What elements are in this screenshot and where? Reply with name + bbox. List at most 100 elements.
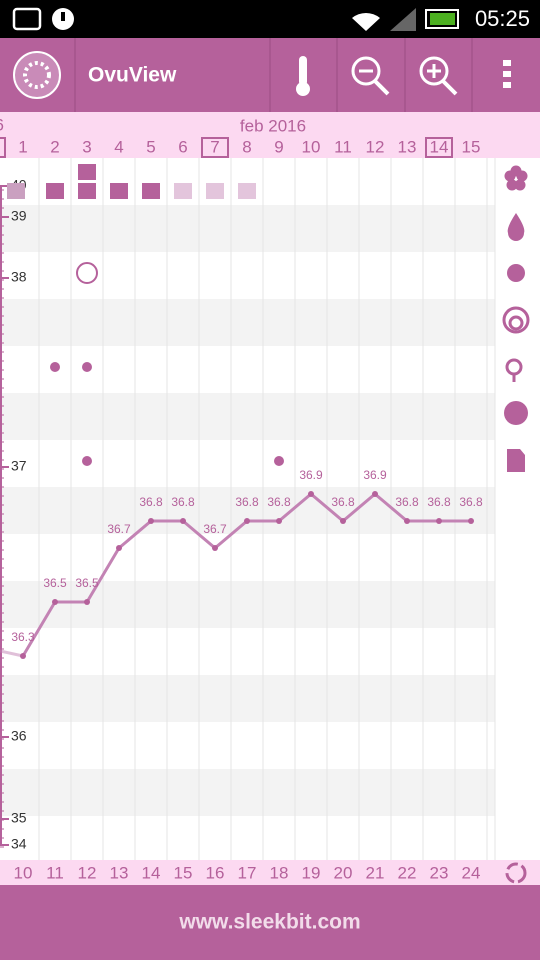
temperature-point [276, 518, 282, 524]
cycle-day-label: 11 [46, 863, 64, 882]
cycle-day-label: 13 [110, 863, 129, 882]
rings-icon [502, 306, 530, 334]
zoom-in-button[interactable] [419, 56, 458, 96]
temperature-label: 36.8 [459, 495, 483, 509]
temperature-point [372, 491, 378, 497]
week-box [201, 137, 229, 158]
dot [503, 82, 511, 88]
drop-icon [507, 213, 525, 241]
temperature-point [180, 518, 186, 524]
cycle-day-label: 18 [270, 863, 289, 882]
cycle-day-label: 19 [302, 863, 321, 882]
symptom-square [7, 183, 25, 199]
temperature-label: 36.8 [395, 495, 419, 509]
zoom-out-button[interactable] [351, 56, 390, 96]
symptom-square [78, 164, 96, 180]
cycle-day-label: 22 [398, 863, 417, 882]
flower-icon [514, 179, 526, 191]
footer [0, 885, 540, 960]
battery-level [430, 13, 455, 25]
flower-icon [510, 165, 522, 177]
temperature-label: 36.3 [11, 630, 35, 644]
week-box [425, 137, 453, 158]
date-label: 12 [366, 137, 385, 156]
date-label: 1 [18, 137, 27, 156]
thermometer-bulb [296, 82, 310, 96]
symptom-dot [50, 362, 60, 372]
signal-icon [390, 8, 416, 31]
wifi-icon [352, 12, 380, 32]
flower-icon [506, 179, 518, 191]
dot [503, 60, 511, 66]
app-logo[interactable] [13, 51, 61, 99]
logo-flower [23, 61, 51, 89]
temperature-point [308, 491, 314, 497]
symptom-square [46, 183, 64, 199]
date-label: 4 [114, 137, 123, 156]
band [0, 769, 495, 816]
y-tick-label: 39 [11, 208, 27, 224]
temperature-point [404, 518, 410, 524]
lens [351, 56, 381, 86]
note-icon [507, 449, 525, 472]
y-tick-label: 36 [11, 728, 27, 744]
temperature-label: 36.5 [75, 576, 99, 590]
band [0, 487, 495, 534]
menu-button[interactable] [503, 60, 511, 88]
date-label: 5 [146, 137, 155, 156]
cycle-day-label: 24 [462, 863, 481, 882]
month-label: feb 2016 [240, 116, 306, 135]
date-label: 9 [274, 137, 283, 156]
cycle-day-label: 16 [206, 863, 225, 882]
date-label: 13 [398, 137, 417, 156]
refresh-icon [505, 862, 527, 884]
date-label: 14 [430, 137, 449, 156]
temperature-label: 36.5 [43, 576, 67, 590]
date-label: 8 [242, 137, 251, 156]
symptom-square [238, 183, 256, 199]
temperature-label: 36.8 [331, 495, 355, 509]
splash-icon [507, 264, 525, 282]
footer-url[interactable]: www.sleekbit.com [178, 911, 360, 934]
cycle-day-label: 14 [142, 863, 161, 882]
temperature-label: 36.8 [427, 495, 451, 509]
app-title: OvuView [88, 64, 177, 87]
date-label: 6 [178, 137, 187, 156]
symptom-square [110, 183, 128, 199]
band [0, 675, 495, 722]
alert-mark [61, 12, 65, 21]
thermometer-button[interactable] [296, 56, 310, 96]
notification-icon [12, 7, 42, 31]
temperature-point [212, 545, 218, 551]
temperature-label: 36.7 [107, 522, 131, 536]
band [0, 205, 495, 252]
lead-in [0, 649, 24, 658]
temperature-label: 36.8 [235, 495, 259, 509]
rings-icon [508, 315, 524, 331]
temperature-label: 36.7 [203, 522, 227, 536]
temperature-point [148, 518, 154, 524]
dot [503, 71, 511, 77]
date-label: 7 [210, 137, 219, 156]
y-tick-label: 37 [11, 458, 27, 474]
date-label: 15 [462, 137, 481, 156]
temperature-label: 36.9 [363, 468, 387, 482]
temperature-label: 36.8 [139, 495, 163, 509]
cycle-day-label: 23 [430, 863, 449, 882]
symptom-square [206, 183, 224, 199]
thermometer-stem [299, 56, 307, 86]
chart-area: 4039383736353412345678910111213141536.33… [0, 137, 540, 860]
cycle-day-row [0, 860, 540, 885]
date-header [0, 112, 540, 158]
cycle-day-label: 17 [238, 863, 257, 882]
partial-day: 6 [0, 115, 4, 134]
symptom-dot [274, 456, 284, 466]
lens [419, 56, 449, 86]
symptom-square [142, 183, 160, 199]
cycle-day-label: 21 [366, 863, 385, 882]
cycle-day-label: 10 [14, 863, 33, 882]
band [0, 393, 495, 440]
handle [373, 79, 390, 96]
temperature-point [116, 545, 122, 551]
